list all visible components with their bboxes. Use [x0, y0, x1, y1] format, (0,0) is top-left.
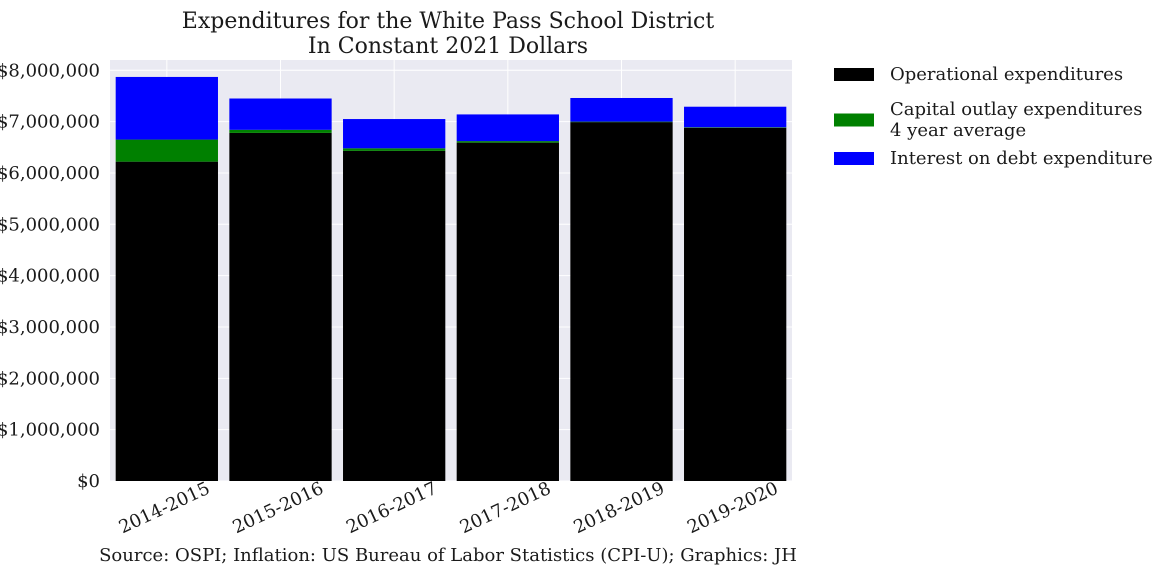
- y-tick-label: $1,000,000: [0, 420, 100, 441]
- legend-swatch: [834, 152, 874, 165]
- bar-segment-interest: [570, 97, 673, 122]
- x-tick-label: 2014-2015: [116, 478, 213, 538]
- bar-segment-capital: [343, 148, 446, 151]
- x-tick-label: 2018-2019: [570, 478, 667, 538]
- y-tick-label: $3,000,000: [0, 317, 100, 338]
- bar-segment-operational: [570, 122, 673, 481]
- y-tick-label: $4,000,000: [0, 266, 100, 287]
- source-note: Source: OSPI; Inflation: US Bureau of La…: [99, 545, 797, 566]
- x-tick-label: 2019-2020: [684, 478, 781, 538]
- legend-label: Interest on debt expenditures: [890, 148, 1152, 169]
- y-tick-label: $8,000,000: [0, 60, 100, 81]
- y-tick-label: $0: [77, 471, 100, 492]
- legend-swatch: [834, 113, 874, 127]
- legend-item: Operational expenditures: [834, 64, 1123, 85]
- bar-segment-capital: [456, 141, 559, 143]
- legend-label: Capital outlay expenditures: [890, 99, 1142, 120]
- x-tick-label: 2015-2016: [229, 478, 326, 538]
- bar-segment-operational: [343, 150, 446, 481]
- y-tick-label: $7,000,000: [0, 112, 100, 133]
- bar-segment-capital: [229, 129, 332, 133]
- bar-segment-capital: [115, 139, 218, 162]
- y-tick-label: $2,000,000: [0, 368, 100, 389]
- bar-segment-operational: [115, 161, 218, 481]
- bar-segment-capital: [570, 121, 673, 123]
- plot-background: [110, 60, 792, 481]
- x-tick-label: 2016-2017: [343, 478, 440, 538]
- bar-segment-capital: [684, 127, 787, 128]
- bar-segment-interest: [229, 98, 332, 130]
- legend-swatch: [834, 68, 874, 81]
- bar-segment-operational: [456, 142, 559, 481]
- legend-label: Operational expenditures: [890, 64, 1123, 85]
- plot-area: $0 $1,000,000 $2,000,000 $3,000,000 $4,000,0…: [0, 60, 792, 538]
- y-tick-label: $6,000,000: [0, 163, 100, 184]
- bar-segment-operational: [684, 127, 787, 482]
- bar-segment-interest: [115, 76, 218, 140]
- legend-label: 4 year average: [890, 120, 1026, 141]
- legend-item: Interest on debt expenditures: [834, 148, 1152, 169]
- bar-segment-interest: [456, 114, 559, 142]
- bar-segment-interest: [684, 106, 787, 128]
- bar-segment-interest: [343, 119, 446, 149]
- legend: Operational expenditures Capital outlay e…: [834, 64, 1152, 169]
- y-tick-label: $5,000,000: [0, 214, 100, 235]
- chart-subtitle: In Constant 2021 Dollars: [308, 34, 588, 59]
- x-tick-label: 2017-2018: [457, 478, 554, 538]
- chart-title: Expenditures for the White Pass School D…: [182, 9, 715, 34]
- bar-segment-operational: [229, 132, 332, 481]
